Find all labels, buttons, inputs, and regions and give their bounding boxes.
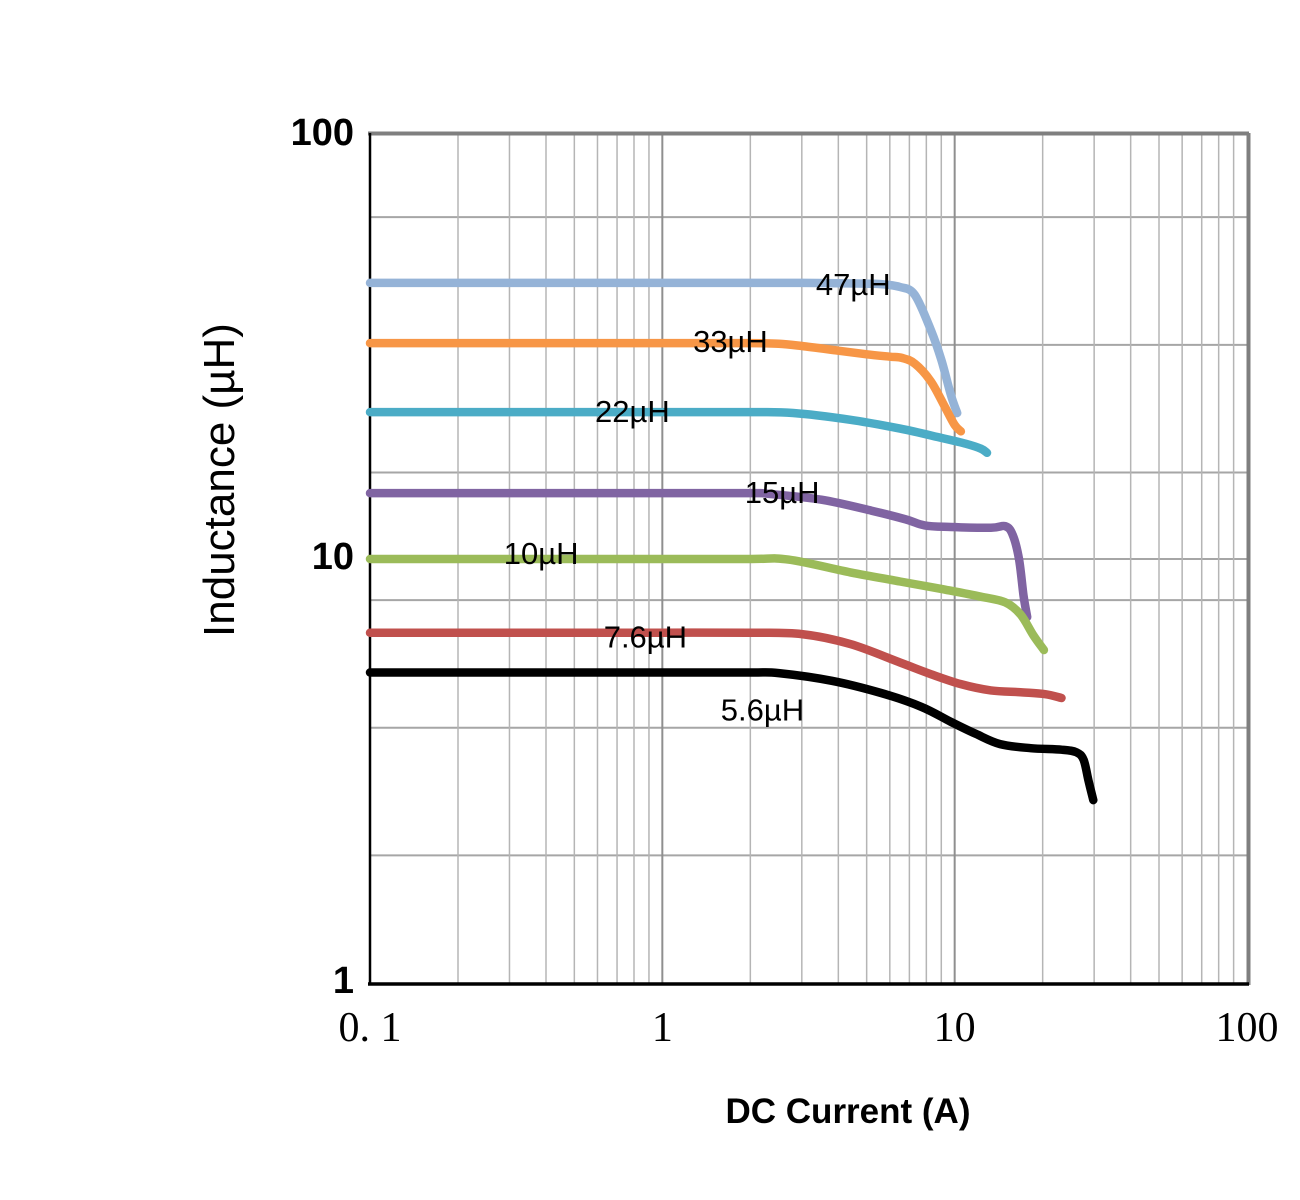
y-tick-10: 10 xyxy=(312,536,354,578)
curve-15uH xyxy=(365,488,1032,622)
curve-33uH xyxy=(365,338,966,436)
curve-label-33uH: 33µH xyxy=(693,324,768,359)
x-axis-title: DC Current (A) xyxy=(725,1092,971,1131)
curve-5.6uH xyxy=(365,668,1098,805)
curve-10uH xyxy=(365,554,1049,655)
x-tick-100: 100 xyxy=(1216,1005,1279,1051)
curve-7.6uH xyxy=(365,628,1066,703)
x-tick-10: 10 xyxy=(934,1005,976,1051)
curve-label-22uH: 22µH xyxy=(595,394,670,429)
curve-label-7.6uH: 7.6µH xyxy=(604,619,687,654)
curve-22uH xyxy=(365,407,992,458)
curve-label-15uH: 15µH xyxy=(745,475,820,510)
x-tick-1: 1 xyxy=(652,1005,673,1051)
x-tick-0_1: 0. 1 xyxy=(339,1005,402,1051)
curve-47uH xyxy=(365,278,962,418)
curve-label-10uH: 10µH xyxy=(504,536,579,571)
curve-label-47uH: 47µH xyxy=(816,267,891,302)
y-tick-1: 1 xyxy=(333,960,354,1002)
y-tick-100: 100 xyxy=(291,112,354,154)
curve-label-5.6uH: 5.6µH xyxy=(721,693,804,728)
